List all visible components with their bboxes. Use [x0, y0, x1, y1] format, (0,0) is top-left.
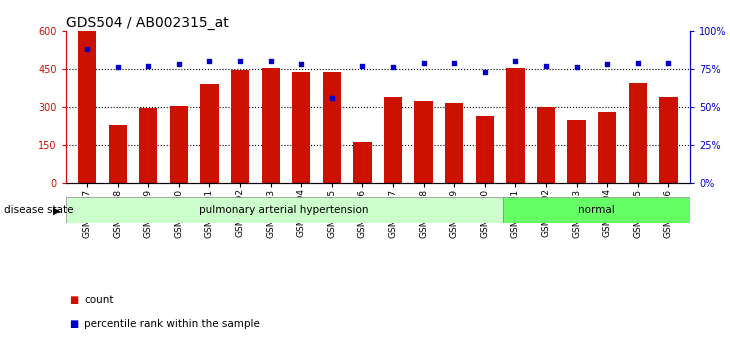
- Bar: [323, 71, 341, 183]
- Text: pulmonary arterial hypertension: pulmonary arterial hypertension: [199, 205, 369, 215]
- Text: GDS504 / AB002315_at: GDS504 / AB002315_at: [66, 16, 228, 30]
- Point: [632, 60, 644, 66]
- Point: [142, 63, 154, 69]
- Bar: [66, 197, 502, 223]
- Point: [510, 59, 521, 64]
- Point: [418, 60, 429, 66]
- Text: ■: ■: [69, 295, 79, 305]
- Bar: [261, 68, 280, 183]
- Point: [663, 60, 675, 66]
- Point: [571, 65, 583, 70]
- Bar: [502, 197, 690, 223]
- Text: percentile rank within the sample: percentile rank within the sample: [84, 319, 260, 329]
- Bar: [476, 116, 494, 183]
- Bar: [629, 83, 647, 183]
- Point: [479, 69, 491, 75]
- Point: [296, 62, 307, 67]
- Bar: [445, 103, 464, 183]
- Text: normal: normal: [578, 205, 615, 215]
- Bar: [78, 31, 96, 183]
- Text: ■: ■: [69, 319, 79, 329]
- Point: [234, 59, 246, 64]
- Point: [387, 65, 399, 70]
- Bar: [507, 68, 525, 183]
- Bar: [139, 108, 158, 183]
- Point: [448, 60, 460, 66]
- Bar: [659, 97, 677, 183]
- Text: ▶: ▶: [53, 206, 61, 215]
- Point: [81, 47, 93, 52]
- Text: count: count: [84, 295, 113, 305]
- Bar: [537, 107, 556, 183]
- Bar: [231, 70, 249, 183]
- Point: [326, 95, 338, 101]
- Bar: [109, 125, 127, 183]
- Point: [112, 65, 123, 70]
- Point: [602, 62, 613, 67]
- Bar: [170, 106, 188, 183]
- Bar: [384, 97, 402, 183]
- Bar: [415, 101, 433, 183]
- Point: [540, 63, 552, 69]
- Bar: [567, 120, 586, 183]
- Point: [265, 59, 277, 64]
- Point: [173, 62, 185, 67]
- Bar: [353, 142, 372, 183]
- Point: [357, 63, 369, 69]
- Point: [204, 59, 215, 64]
- Bar: [598, 112, 616, 183]
- Bar: [292, 71, 310, 183]
- Bar: [200, 84, 219, 183]
- Text: disease state: disease state: [4, 206, 73, 215]
